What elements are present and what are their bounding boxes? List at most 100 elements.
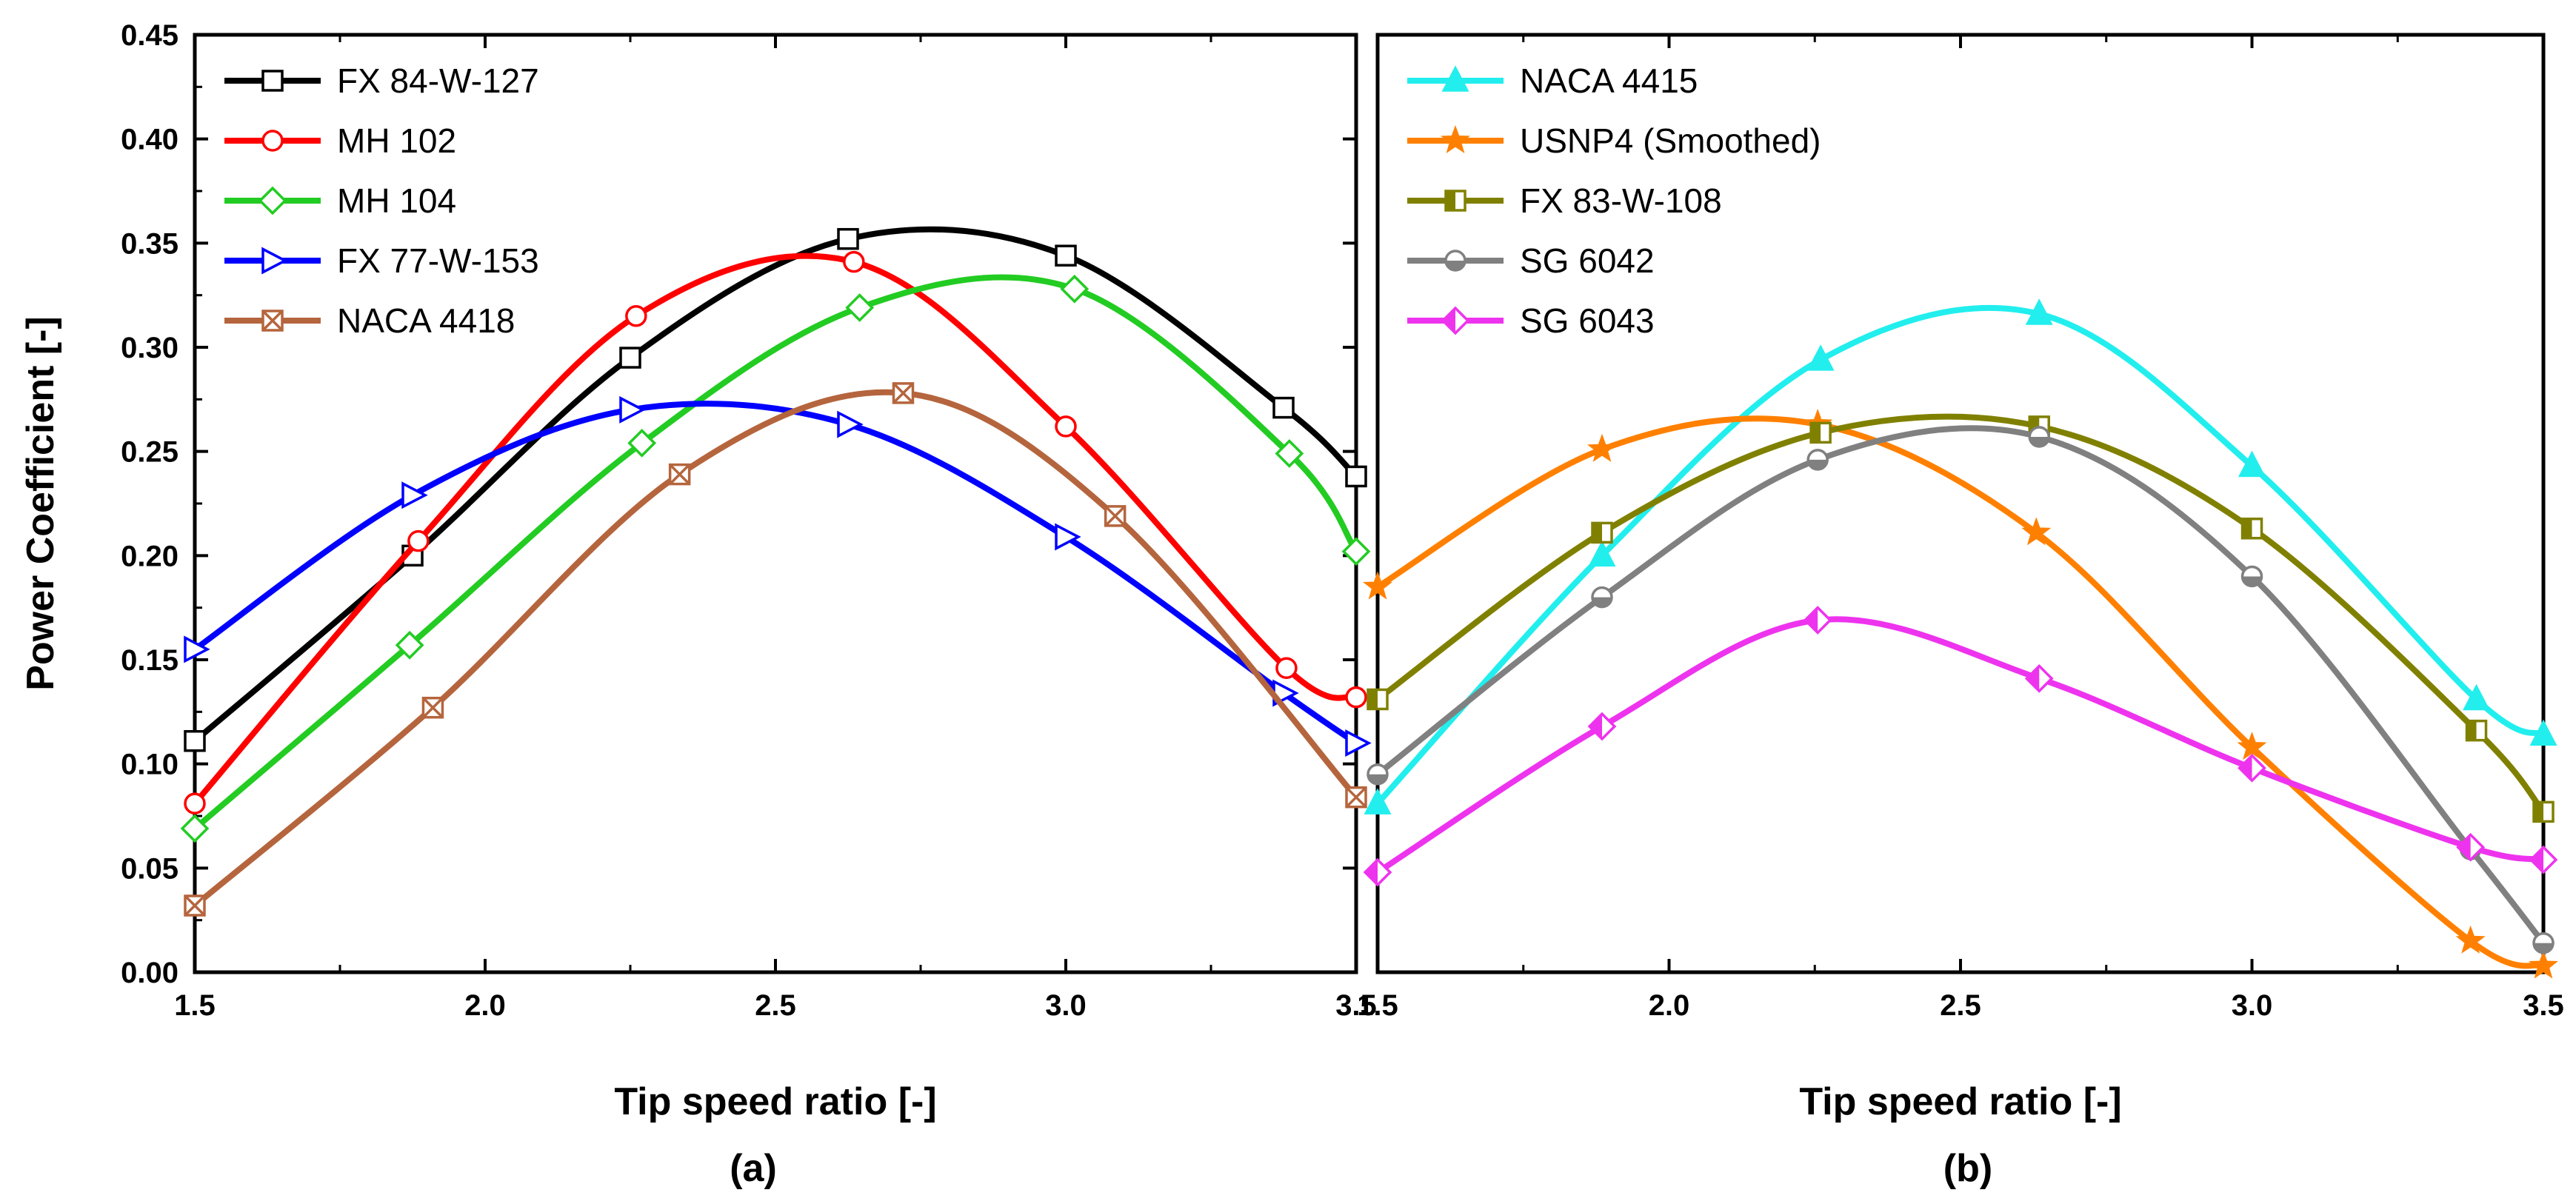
data-point xyxy=(2532,932,2555,954)
data-point xyxy=(619,395,646,424)
series-line xyxy=(192,389,1359,909)
data-point xyxy=(1055,523,1081,551)
data-point xyxy=(1587,712,1617,741)
data-point xyxy=(2024,663,2054,693)
y-tick-label: 0.00 xyxy=(121,957,178,989)
y-tick-label: 0.35 xyxy=(121,227,178,260)
x-tick-label: 2.0 xyxy=(464,989,506,1022)
data-point xyxy=(1367,688,1389,711)
data-point xyxy=(2237,732,2267,760)
data-point xyxy=(627,429,657,458)
legend-label: MH 102 xyxy=(337,121,456,160)
data-point xyxy=(2025,298,2053,325)
panel-b-frame xyxy=(1375,33,2546,974)
data-point xyxy=(407,529,430,552)
y-tick-label: 0.20 xyxy=(121,540,178,572)
x-tick-label: 2.5 xyxy=(755,989,796,1022)
panel-a-label: (a) xyxy=(730,1147,777,1190)
data-point xyxy=(1104,505,1127,527)
data-point xyxy=(2532,800,2555,823)
legend-marker xyxy=(1444,250,1466,272)
data-point xyxy=(2455,925,2486,954)
series-line xyxy=(1375,616,2546,875)
panel-a-legend: FX 84-W-127 MH 102 MH 104 FX 77-W-153 NACA 4… xyxy=(224,61,539,340)
legend-marker xyxy=(261,70,284,92)
series-line xyxy=(1375,304,2546,807)
data-point xyxy=(1345,686,1367,709)
panel-a-frame xyxy=(193,33,1358,974)
data-point xyxy=(1809,421,1832,444)
data-point xyxy=(1367,763,1389,786)
data-point xyxy=(2240,565,2263,588)
data-point xyxy=(1591,586,1613,609)
data-point xyxy=(1345,465,1367,488)
legend-marker xyxy=(1444,190,1466,212)
data-point xyxy=(837,410,864,438)
data-point xyxy=(1591,521,1613,544)
data-point xyxy=(2021,517,2052,546)
legend-label: FX 83-W-108 xyxy=(1520,181,1722,220)
data-point xyxy=(1345,729,1372,757)
data-point xyxy=(625,305,647,327)
data-point xyxy=(1803,606,1832,635)
data-point xyxy=(1060,274,1090,304)
data-point xyxy=(2529,845,2558,874)
data-point xyxy=(668,463,691,486)
data-point xyxy=(1363,571,1392,600)
legend-marker xyxy=(1441,306,1470,335)
data-point xyxy=(184,635,210,663)
data-point xyxy=(2529,719,2557,746)
y-tick-label: 0.40 xyxy=(121,124,178,156)
data-point xyxy=(2463,683,2490,711)
series-line xyxy=(1375,425,2546,946)
panel-a-series xyxy=(180,226,1372,917)
legend-marker xyxy=(258,186,287,215)
y-tick-label: 0.45 xyxy=(121,19,178,52)
legend-label: NACA 4418 xyxy=(337,301,515,340)
data-point xyxy=(619,347,641,369)
data-point xyxy=(2240,518,2263,540)
data-point xyxy=(1055,244,1077,267)
data-point xyxy=(1364,788,1392,815)
data-point xyxy=(1272,396,1295,419)
legend-label: SG 6042 xyxy=(1520,241,1655,280)
data-point xyxy=(1345,786,1367,809)
data-point xyxy=(1363,857,1392,887)
data-point xyxy=(1275,657,1298,680)
data-point xyxy=(843,250,865,273)
legend-marker xyxy=(1441,125,1470,153)
legend-label: MH 104 xyxy=(337,181,456,220)
data-point xyxy=(2028,426,2050,448)
data-point xyxy=(2529,950,2558,979)
legend-marker xyxy=(261,247,288,275)
series-line xyxy=(1375,415,2546,969)
series-line xyxy=(192,401,1359,746)
panel-b-series xyxy=(1363,298,2558,979)
panel-b-label: (b) xyxy=(1943,1147,1992,1190)
series-line xyxy=(192,252,1359,807)
data-point xyxy=(184,894,206,917)
y-tick-label: 0.05 xyxy=(121,852,178,885)
x-tick-label: 3.0 xyxy=(2232,989,2273,1022)
panel-b-ticks: 1.5 2.0 2.5 3.0 3.5 xyxy=(1357,35,2564,1022)
data-point xyxy=(1587,433,1617,462)
data-point xyxy=(1806,344,1835,371)
x-tick-label: 2.0 xyxy=(1649,989,1690,1022)
data-point xyxy=(1275,439,1304,468)
data-point xyxy=(2238,753,2266,783)
data-point xyxy=(2465,719,2488,742)
y-tick-label: 0.15 xyxy=(121,644,178,677)
panel-a-xlabel: Tip speed ratio [-] xyxy=(614,1080,936,1123)
data-point xyxy=(2238,450,2266,478)
y-tick-label: 0.30 xyxy=(121,332,178,364)
x-tick-label: 3.5 xyxy=(1335,989,1377,1022)
data-point xyxy=(845,293,875,322)
x-tick-label: 1.5 xyxy=(1357,989,1398,1022)
data-point xyxy=(1341,537,1371,566)
panel-b-xlabel: Tip speed ratio [-] xyxy=(1799,1080,2121,1123)
legend-marker xyxy=(261,310,284,332)
panel-a-ticks: 1.5 2.0 2.5 3.0 3.5 0.00 0.05 0.10 0.15 0.20 0.25 0… xyxy=(121,19,1377,1022)
data-point xyxy=(401,481,428,509)
legend-label: NACA 4415 xyxy=(1520,61,1698,100)
legend-label: FX 77-W-153 xyxy=(337,241,539,280)
